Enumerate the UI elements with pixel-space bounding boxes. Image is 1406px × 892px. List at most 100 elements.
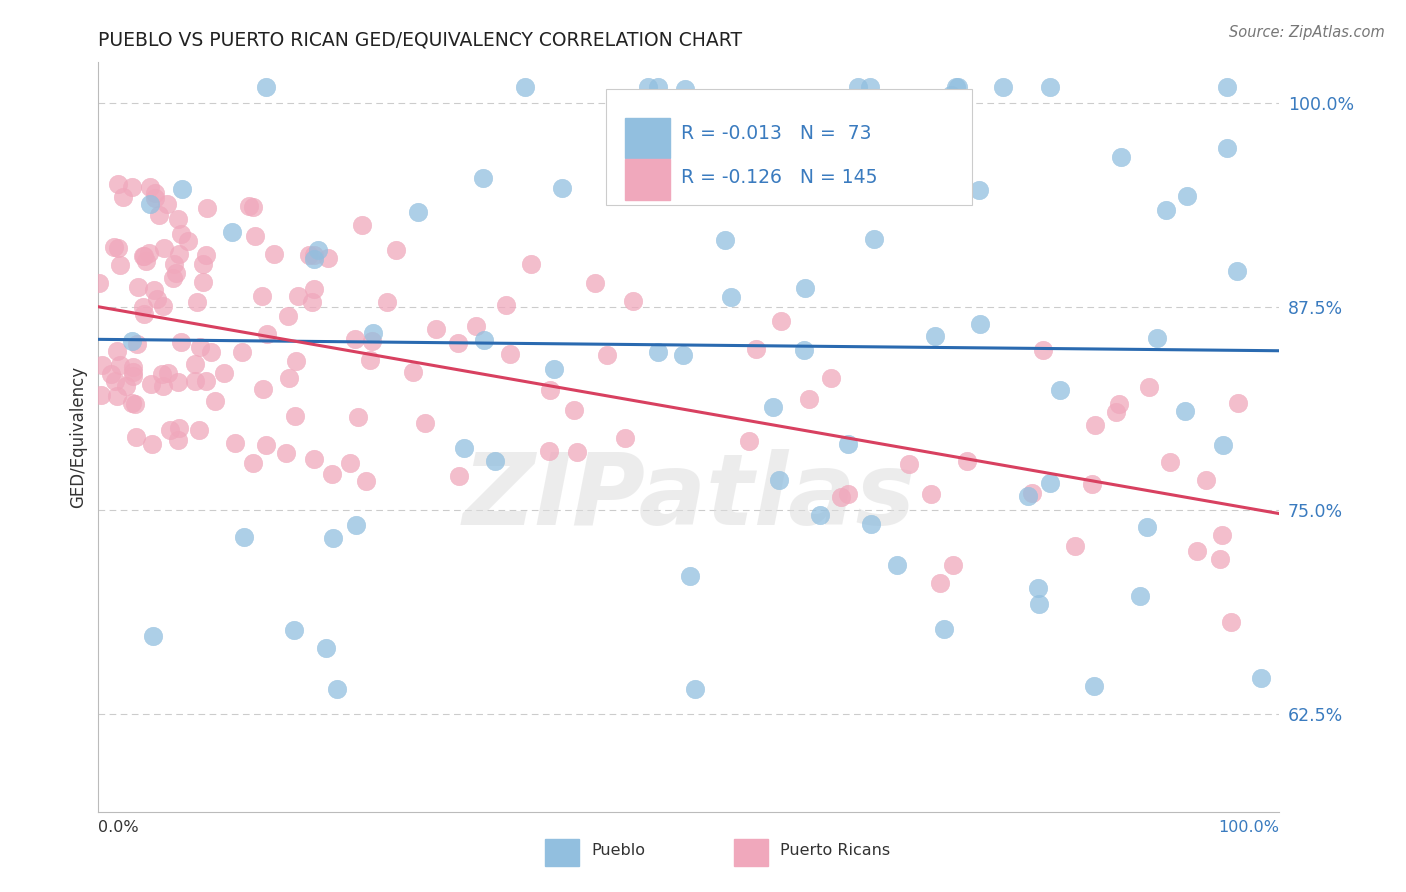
Point [107,177,129,191]
Point [898,457,921,471]
Point [87,276,110,290]
Point [112,190,135,204]
Point [720,290,742,304]
Point [761,128,783,143]
Point [107,241,129,255]
Point [157,366,180,380]
Point [538,443,561,458]
Point [224,436,246,450]
Point [538,383,561,397]
Point [1139,380,1161,394]
Point [1039,475,1062,490]
Point [165,267,187,281]
Point [103,240,125,254]
Point [1220,615,1243,629]
Point [1108,397,1130,411]
Point [830,490,852,504]
Point [166,212,188,227]
Text: 100.0%: 100.0% [1219,820,1279,835]
Point [969,317,991,331]
Point [142,629,165,643]
Point [104,375,127,389]
Point [152,379,174,393]
Point [122,359,145,374]
Text: ZIPatlas: ZIPatlas [463,449,915,546]
Point [193,257,215,271]
Point [167,434,190,448]
Point [350,219,373,233]
Point [276,446,298,460]
Point [169,421,191,435]
Point [562,403,585,417]
Point [565,445,588,459]
Point [343,332,366,346]
Point [738,434,761,449]
Point [302,282,325,296]
Point [316,251,339,265]
Point [1129,589,1152,603]
Point [252,383,274,397]
Point [169,334,191,349]
Point [745,342,768,356]
Point [177,234,200,248]
Point [1064,539,1087,553]
Y-axis label: GED/Equivalency: GED/Equivalency [69,366,87,508]
Point [1226,264,1249,278]
Point [837,436,859,450]
FancyBboxPatch shape [626,159,671,200]
Point [472,171,495,186]
Point [1211,528,1233,542]
Point [1185,544,1208,558]
Point [520,257,543,271]
Point [143,191,166,205]
Point [859,79,882,94]
Point [647,79,669,94]
Point [152,241,174,255]
Point [354,475,377,489]
Point [1105,405,1128,419]
Point [321,467,343,481]
Point [1216,79,1239,94]
Point [162,257,184,271]
Point [194,374,217,388]
Point [278,370,301,384]
Point [1080,477,1102,491]
Point [799,392,821,406]
Point [124,397,146,411]
Point [184,357,207,371]
Point [254,438,277,452]
Point [453,441,475,455]
Point [284,354,307,368]
Point [647,345,669,359]
Point [254,79,277,94]
Point [361,326,384,340]
Point [150,367,173,381]
Point [315,641,337,656]
Point [820,370,842,384]
Point [1109,150,1132,164]
Point [1084,417,1107,432]
Point [1216,141,1239,155]
Point [1175,189,1198,203]
Point [347,410,370,425]
Text: Puerto Ricans: Puerto Ricans [780,843,890,858]
Point [322,531,344,545]
Point [513,79,536,94]
Point [339,456,361,470]
Point [859,517,882,532]
Point [287,289,309,303]
Point [1026,582,1049,596]
Point [122,368,145,383]
Point [375,295,398,310]
Point [135,254,157,268]
Point [932,622,955,636]
Point [186,294,208,309]
Point [863,232,886,246]
Point [413,416,436,430]
Point [110,259,132,273]
Point [498,347,520,361]
Point [132,307,155,321]
Point [614,103,637,118]
Point [238,199,260,213]
Point [298,248,321,262]
